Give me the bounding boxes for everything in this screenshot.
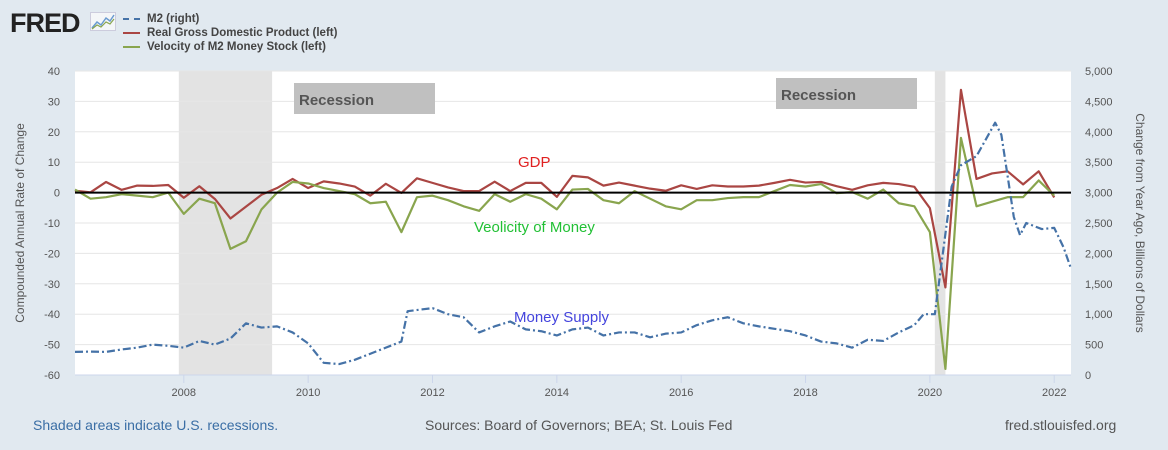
y-tick-label-left: -60 <box>44 370 60 382</box>
velocity-annotation: Veolicity of Money <box>474 219 595 236</box>
legend-swatch-m2 <box>123 18 140 20</box>
x-tick-label: 2008 <box>172 387 196 399</box>
series-line-real-gross-domestic-product-left- <box>74 88 1056 289</box>
y-tick-label-left: 20 <box>48 127 60 139</box>
legend-item-m2[interactable]: M2 (right) <box>123 12 337 26</box>
legend-label: Real Gross Domestic Product (left) <box>147 27 338 39</box>
gdp-annotation: GDP <box>518 154 551 171</box>
recession-label-box <box>294 83 435 114</box>
legend-item-velocity[interactable]: Velocity of M2 Money Stock (left) <box>123 40 337 54</box>
series-line-m2-right- <box>74 121 1073 366</box>
y-axis-left-title: Compounded Annual Rate of Change <box>13 123 27 323</box>
y-tick-label-right: 2,000 <box>1085 248 1113 260</box>
recession-label-box <box>776 78 917 109</box>
x-tick-label: 2022 <box>1042 387 1066 399</box>
sources: Sources: Board of Governors; BEA; St. Lo… <box>425 417 733 433</box>
legend-label: M2 (right) <box>147 13 200 25</box>
money-supply-annotation: Money Supply <box>514 309 610 326</box>
chart: Recession Recession GDP Veolicity of Mon… <box>13 66 1147 399</box>
y-tick-label-left: -50 <box>44 340 60 352</box>
recession-label: Recession <box>299 92 374 109</box>
fred-chart-icon <box>90 12 116 31</box>
y-tick-label-right: 3,000 <box>1085 188 1113 200</box>
x-tick-label: 2020 <box>918 387 942 399</box>
y-tick-label-left: 0 <box>54 188 60 200</box>
y-tick-label-left: 10 <box>48 157 60 169</box>
y-tick-label-right: 1,000 <box>1085 309 1113 321</box>
y-tick-label-left: -30 <box>44 279 60 291</box>
legend-swatch-velocity <box>123 46 140 48</box>
legend-label: Velocity of M2 Money Stock (left) <box>147 41 326 53</box>
recession-note: Shaded areas indicate U.S. recessions. <box>33 417 279 433</box>
y-tick-label-left: -10 <box>44 218 60 230</box>
y-tick-label-left: 30 <box>48 96 60 108</box>
y-tick-label-right: 3,500 <box>1085 157 1113 169</box>
y-tick-label-left: -40 <box>44 309 60 321</box>
y-tick-label-left: 40 <box>48 66 60 78</box>
x-tick-label: 2014 <box>545 387 569 399</box>
y-tick-label-left: -20 <box>44 248 60 260</box>
legend: M2 (right) Real Gross Domestic Product (… <box>123 12 337 54</box>
x-tick-label: 2016 <box>669 387 693 399</box>
series-line-velocity-of-m2-money-stock-left- <box>74 136 1055 371</box>
y-tick-label-right: 1,500 <box>1085 279 1113 291</box>
fred-logo[interactable]: FRED <box>10 8 80 38</box>
x-tick-label: 2018 <box>793 387 817 399</box>
y-tick-label-right: 5,000 <box>1085 66 1113 78</box>
y-tick-label-right: 0 <box>1085 370 1091 382</box>
x-tick-label: 2010 <box>296 387 320 399</box>
y-tick-label-right: 4,000 <box>1085 127 1113 139</box>
legend-item-gdp[interactable]: Real Gross Domestic Product (left) <box>123 26 337 40</box>
y-tick-label-right: 2,500 <box>1085 218 1113 230</box>
recession-label: Recession <box>781 87 856 104</box>
legend-swatch-gdp <box>123 32 140 34</box>
y-tick-label-right: 500 <box>1085 340 1103 352</box>
y-axis-right-title: Change from Year Ago, Billions of Dollar… <box>1133 113 1147 332</box>
site-link[interactable]: fred.stlouisfed.org <box>1005 417 1117 433</box>
x-tick-label: 2012 <box>420 387 444 399</box>
y-tick-label-right: 4,500 <box>1085 96 1113 108</box>
